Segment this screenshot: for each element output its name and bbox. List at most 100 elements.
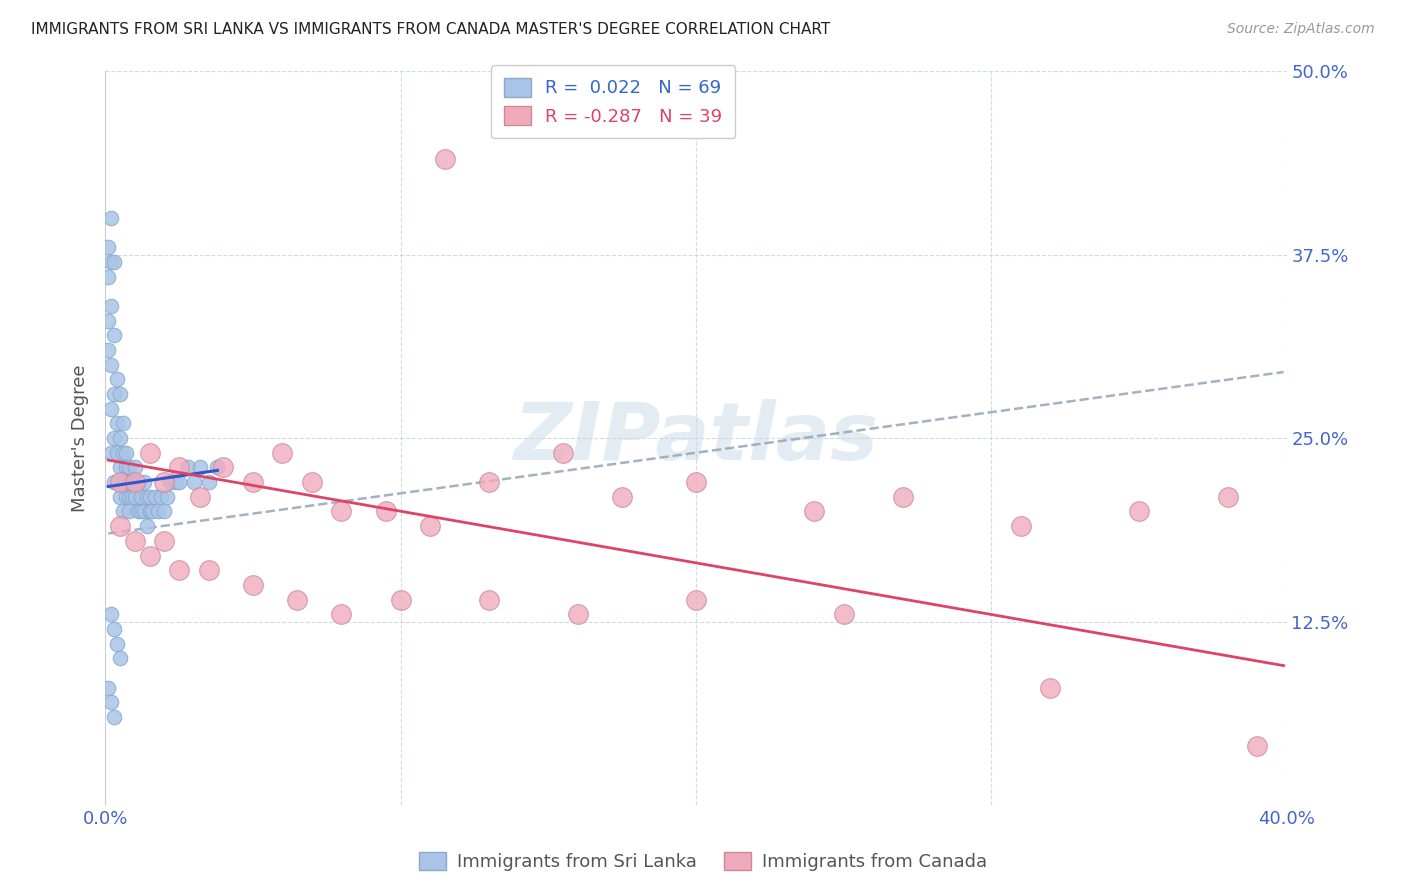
Point <box>167 563 190 577</box>
Point <box>207 460 229 475</box>
Point <box>108 387 131 401</box>
Point <box>100 358 122 372</box>
Point <box>132 504 155 518</box>
Point <box>135 490 157 504</box>
Point <box>1128 504 1150 518</box>
Point <box>271 446 294 460</box>
Point <box>145 490 167 504</box>
Point <box>100 401 122 416</box>
Point <box>108 519 131 533</box>
Point <box>1216 490 1239 504</box>
Point <box>138 446 160 460</box>
Point <box>567 607 589 622</box>
Point <box>138 490 160 504</box>
Text: IMMIGRANTS FROM SRI LANKA VS IMMIGRANTS FROM CANADA MASTER'S DEGREE CORRELATION : IMMIGRANTS FROM SRI LANKA VS IMMIGRANTS … <box>31 22 830 37</box>
Point <box>551 446 574 460</box>
Point <box>242 578 264 592</box>
Point <box>197 563 219 577</box>
Point <box>153 533 176 548</box>
Point <box>103 622 125 636</box>
Point <box>135 519 157 533</box>
Point <box>832 607 855 622</box>
Legend: R =  0.022   N = 69, R = -0.287   N = 39: R = 0.022 N = 69, R = -0.287 N = 39 <box>491 65 735 138</box>
Point <box>685 475 707 489</box>
Point <box>165 475 187 489</box>
Point <box>478 592 501 607</box>
Point <box>301 475 323 489</box>
Point <box>121 475 143 489</box>
Point <box>389 592 412 607</box>
Point <box>212 460 235 475</box>
Point <box>105 417 128 431</box>
Point <box>685 592 707 607</box>
Point <box>124 475 146 489</box>
Point <box>177 460 200 475</box>
Point <box>100 446 122 460</box>
Point <box>100 607 122 622</box>
Point <box>183 475 205 489</box>
Point <box>132 475 155 489</box>
Y-axis label: Master's Degree: Master's Degree <box>72 364 89 512</box>
Point <box>167 460 190 475</box>
Point <box>242 475 264 489</box>
Point <box>141 504 163 518</box>
Point <box>433 152 456 166</box>
Point <box>97 343 120 357</box>
Point <box>610 490 633 504</box>
Point <box>111 475 134 489</box>
Point <box>97 681 120 695</box>
Point <box>121 490 143 504</box>
Point <box>103 328 125 343</box>
Point <box>167 475 190 489</box>
Point <box>150 490 173 504</box>
Legend: Immigrants from Sri Lanka, Immigrants from Canada: Immigrants from Sri Lanka, Immigrants fr… <box>412 845 994 879</box>
Point <box>197 475 219 489</box>
Point <box>118 475 141 489</box>
Point <box>100 211 122 225</box>
Point <box>153 475 176 489</box>
Point <box>103 431 125 445</box>
Point <box>138 504 160 518</box>
Point <box>330 607 353 622</box>
Point <box>118 490 141 504</box>
Point <box>108 460 131 475</box>
Point <box>97 313 120 327</box>
Point <box>124 490 146 504</box>
Point <box>105 637 128 651</box>
Point <box>156 490 179 504</box>
Point <box>108 475 131 489</box>
Point <box>111 504 134 518</box>
Point <box>115 460 138 475</box>
Point <box>97 269 120 284</box>
Point <box>115 490 138 504</box>
Point <box>188 460 211 475</box>
Point <box>127 475 149 489</box>
Point <box>148 504 170 518</box>
Point <box>100 695 122 709</box>
Point <box>1010 519 1032 533</box>
Point <box>374 504 396 518</box>
Point <box>891 490 914 504</box>
Point <box>1039 681 1062 695</box>
Point <box>803 504 825 518</box>
Text: ZIPatlas: ZIPatlas <box>513 399 879 477</box>
Point <box>105 372 128 386</box>
Point <box>1246 739 1268 754</box>
Point <box>330 504 353 518</box>
Point <box>97 240 120 254</box>
Point <box>129 504 152 518</box>
Point <box>108 431 131 445</box>
Point <box>138 549 160 563</box>
Point <box>105 446 128 460</box>
Point <box>100 299 122 313</box>
Point <box>103 710 125 724</box>
Point <box>103 387 125 401</box>
Point <box>478 475 501 489</box>
Point <box>188 490 211 504</box>
Point <box>108 651 131 665</box>
Point <box>100 255 122 269</box>
Point <box>419 519 441 533</box>
Point <box>111 417 134 431</box>
Point <box>124 533 146 548</box>
Point <box>108 490 131 504</box>
